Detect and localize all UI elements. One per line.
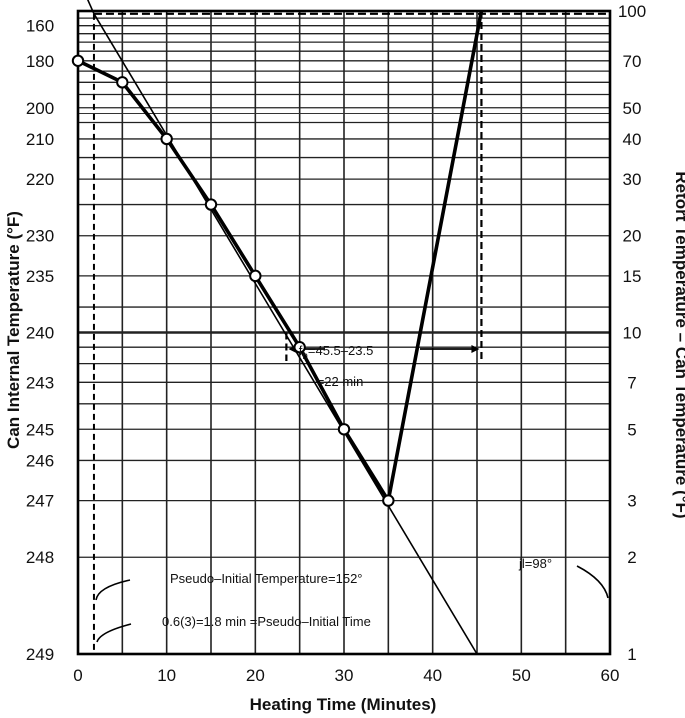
right-tick-label: 15 <box>623 267 642 286</box>
x-axis-title: Heating Time (Minutes) <box>250 695 437 714</box>
x-tick-label: 50 <box>512 666 531 685</box>
right-tick-label: 2 <box>627 548 636 567</box>
data-point <box>249 269 262 283</box>
data-point <box>293 341 306 354</box>
plot-border <box>76 9 612 656</box>
fh-arrowhead-right <box>471 345 480 353</box>
left-tick-label: 210 <box>26 130 54 149</box>
x-tick-label: 20 <box>246 666 265 685</box>
heating-curve <box>77 10 484 503</box>
left-tick-label: 180 <box>26 52 54 71</box>
annotation-leader <box>95 579 131 601</box>
data-point <box>116 76 129 89</box>
right-tick-label: 100 <box>618 2 646 21</box>
right-tick-label: 20 <box>623 227 642 246</box>
right-tick-label: 1 <box>627 645 636 664</box>
data-point <box>160 132 173 146</box>
left-tick-label: 220 <box>26 170 54 189</box>
left-tick-label: 247 <box>26 492 54 511</box>
annotations: fh=45.5–23.5 =22 min Pseudo–Initial Temp… <box>162 343 552 629</box>
left-axis-title: Can Internal Temperature (°F) <box>4 211 23 449</box>
left-tick-label: 200 <box>26 99 54 118</box>
left-tick-label: 230 <box>26 227 54 246</box>
x-tick-label: 0 <box>73 666 82 685</box>
x-tick-label: 40 <box>423 666 442 685</box>
right-tick-label: 3 <box>627 492 636 511</box>
plot-frame <box>76 9 612 656</box>
left-tick-label: 246 <box>26 451 54 470</box>
data-point <box>382 494 395 507</box>
left-tick-label: 240 <box>26 324 54 343</box>
right-tick-label: 7 <box>627 373 636 392</box>
x-tick-label: 30 <box>335 666 354 685</box>
right-tick-label: 5 <box>627 420 636 439</box>
annotation-leader <box>576 565 609 599</box>
straight-line-extension <box>93 13 478 655</box>
pseudo-initial-temperature-label: Pseudo–Initial Temperature=152° <box>170 571 363 586</box>
fh-annotation: fh=45.5–23.5 <box>299 343 374 362</box>
x-tick-label: 10 <box>157 666 176 685</box>
right-tick-label: 40 <box>623 130 642 149</box>
grid <box>78 11 610 654</box>
right-tick-label: 10 <box>623 324 642 343</box>
left-tick-label: 160 <box>26 17 54 36</box>
data-point <box>71 54 85 68</box>
right-tick-label: 70 <box>623 52 642 71</box>
left-tick-label: 245 <box>26 420 54 439</box>
x-tick-label: 60 <box>601 666 620 685</box>
pseudo-initial-time-label: 0.6(3)=1.8 min =Pseudo–Initial Time <box>162 614 371 629</box>
left-tick-label: 235 <box>26 267 54 286</box>
data-point <box>204 198 218 211</box>
jl-label: jl=98° <box>518 556 552 571</box>
right-axis-title: Retort Temperature – Can Temperature (°F… <box>672 171 685 518</box>
axes: Heating Time (Minutes) Can Internal Temp… <box>4 2 685 714</box>
reference-lines <box>78 11 610 654</box>
left-tick-label: 248 <box>26 548 54 567</box>
left-tick-label: 249 <box>26 645 54 664</box>
fh-result-annotation: =22 min <box>317 374 364 389</box>
heating-curve-group <box>71 0 484 655</box>
left-tick-label: 243 <box>26 373 54 392</box>
straight-line-extension <box>87 0 95 15</box>
right-tick-label: 50 <box>623 99 642 118</box>
annotation-leader <box>96 623 132 643</box>
right-tick-label: 30 <box>623 170 642 189</box>
data-point <box>337 423 351 436</box>
